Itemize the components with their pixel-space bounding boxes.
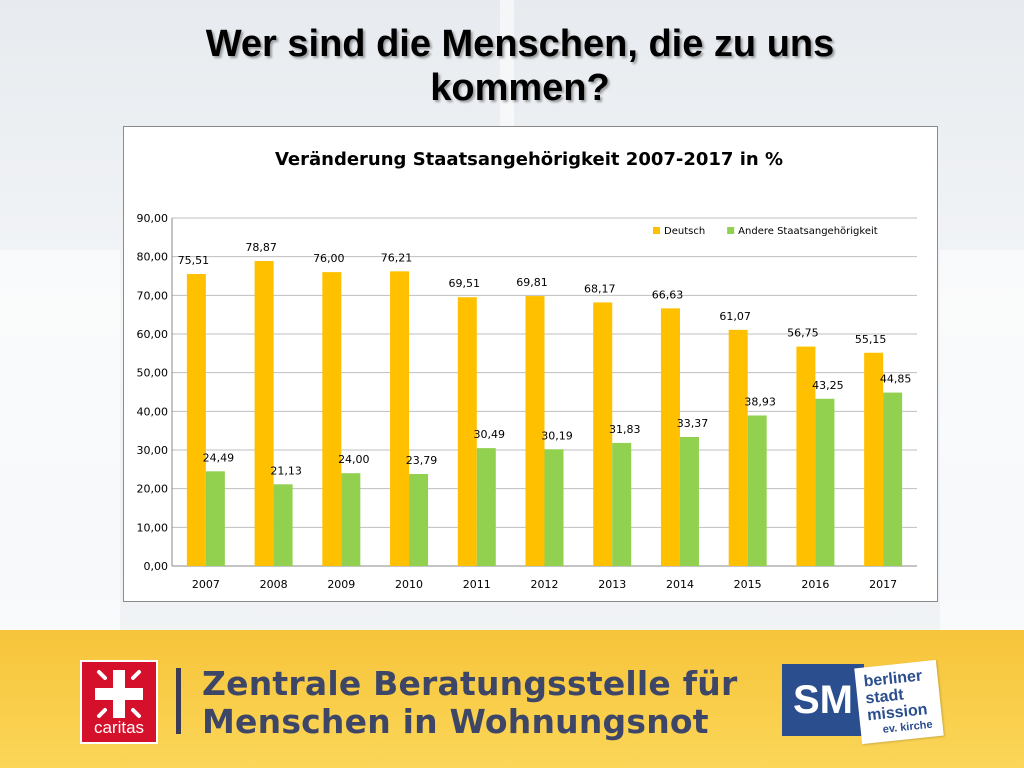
bar-deutsch [322,272,342,566]
bar-deutsch [593,302,613,566]
x-tick-label: 2008 [260,578,288,591]
x-tick-label: 2016 [801,578,829,591]
y-tick-label: 20,00 [137,483,169,496]
x-tick-label: 2017 [869,578,897,591]
bar-andere [747,415,767,566]
data-label: 21,13 [270,464,302,477]
bar-deutsch [457,297,477,566]
data-label: 68,17 [584,282,616,295]
bar-andere [883,392,903,566]
footer-divider [176,668,181,734]
bar-chart: Veränderung Staatsangehörigkeit 2007-201… [137,149,917,591]
data-label: 44,85 [880,373,912,386]
data-label: 30,19 [541,429,573,442]
data-label: 31,83 [609,423,641,436]
y-tick-label: 50,00 [137,367,169,380]
background-building-left [0,250,120,630]
y-tick-label: 0,00 [144,560,169,573]
legend: Deutsch Andere Staatsangehörigkeit [653,226,878,237]
bar-deutsch [390,271,410,566]
y-tick-label: 30,00 [137,444,169,457]
bar-andere [476,448,496,566]
bar-deutsch [525,296,545,566]
y-tick-label: 70,00 [137,289,169,302]
data-label: 43,25 [812,379,844,392]
bar-andere [679,436,699,566]
data-label: 66,63 [652,288,684,301]
background-tower [500,0,514,126]
x-tick-label: 2010 [395,578,423,591]
y-axis-ticks: 0,00 10,00 20,00 30,00 40,00 50,00 60,00 70,00 8… [137,212,169,573]
chart-title: Veränderung Staatsangehörigkeit 2007-201… [275,149,783,170]
data-label: 23,79 [406,454,438,467]
bar-andere [612,442,632,566]
bar-deutsch [254,261,274,566]
data-label: 76,00 [313,252,345,265]
x-axis-ticks: 2007 2008 2009 2010 2011 2012 2013 2014 2015 2016… [192,578,897,591]
bar-deutsch [186,274,206,566]
data-label: 61,07 [719,310,751,323]
x-tick-label: 2015 [734,578,762,591]
bar-andere [815,398,835,566]
data-label: 55,15 [855,333,887,346]
y-tick-label: 80,00 [137,251,169,264]
organization-name-line-1: Zentrale Beratungsstelle für [202,664,738,703]
data-label: 38,93 [744,395,776,408]
bars [186,261,903,566]
caritas-cross-icon [95,670,143,718]
slide-title: Wer sind die Menschen, die zu uns kommen… [120,22,920,110]
organization-name-line-2: Menschen in Wohnungsnot [202,702,709,741]
data-labels: 75,51 24,49 78,87 21,13 76,00 24,00 76,21 23,79… [178,241,912,477]
legend-label: Andere Staatsangehörigkeit [738,226,878,237]
y-tick-label: 90,00 [137,212,169,225]
caritas-wordmark: caritas [93,718,145,737]
x-tick-label: 2014 [666,578,694,591]
legend-label: Deutsch [664,226,705,237]
bar-andere [409,474,429,566]
y-tick-label: 10,00 [137,521,169,534]
legend-swatch [653,227,660,234]
background-building-right [940,250,1024,630]
bar-deutsch [728,329,748,566]
data-label: 56,75 [787,327,819,340]
bar-andere [544,449,564,566]
bar-deutsch [796,346,816,566]
slide-title-line-1: Wer sind die Menschen, die zu uns [205,23,835,65]
x-tick-label: 2009 [327,578,355,591]
bar-andere [341,473,361,566]
y-tick-label: 60,00 [137,328,169,341]
y-tick-label: 40,00 [137,405,169,418]
chart-container: Veränderung Staatsangehörigkeit 2007-201… [123,126,938,602]
bar-deutsch [660,308,680,566]
caritas-logo: caritas [80,660,158,744]
bar-andere [273,484,293,566]
berliner-stadtmission-tag: berliner stadt mission ev. kirche [854,659,944,745]
data-label: 30,49 [474,428,506,441]
bar-andere [205,471,225,566]
data-label: 69,81 [516,276,548,289]
data-label: 75,51 [178,254,210,267]
stadtmission-sm-logo: SM [782,664,864,736]
x-tick-label: 2013 [598,578,626,591]
data-label: 76,21 [381,251,413,264]
data-label: 78,87 [245,241,277,254]
x-tick-label: 2007 [192,578,220,591]
x-tick-label: 2012 [531,578,559,591]
slide-title-line-2: kommen? [430,67,610,109]
bar-deutsch [864,352,884,566]
x-tick-label: 2011 [463,578,491,591]
data-label: 24,49 [203,451,235,464]
data-label: 24,00 [338,453,370,466]
data-label: 69,51 [449,277,481,290]
legend-swatch [727,227,735,234]
data-label: 33,37 [677,417,709,430]
